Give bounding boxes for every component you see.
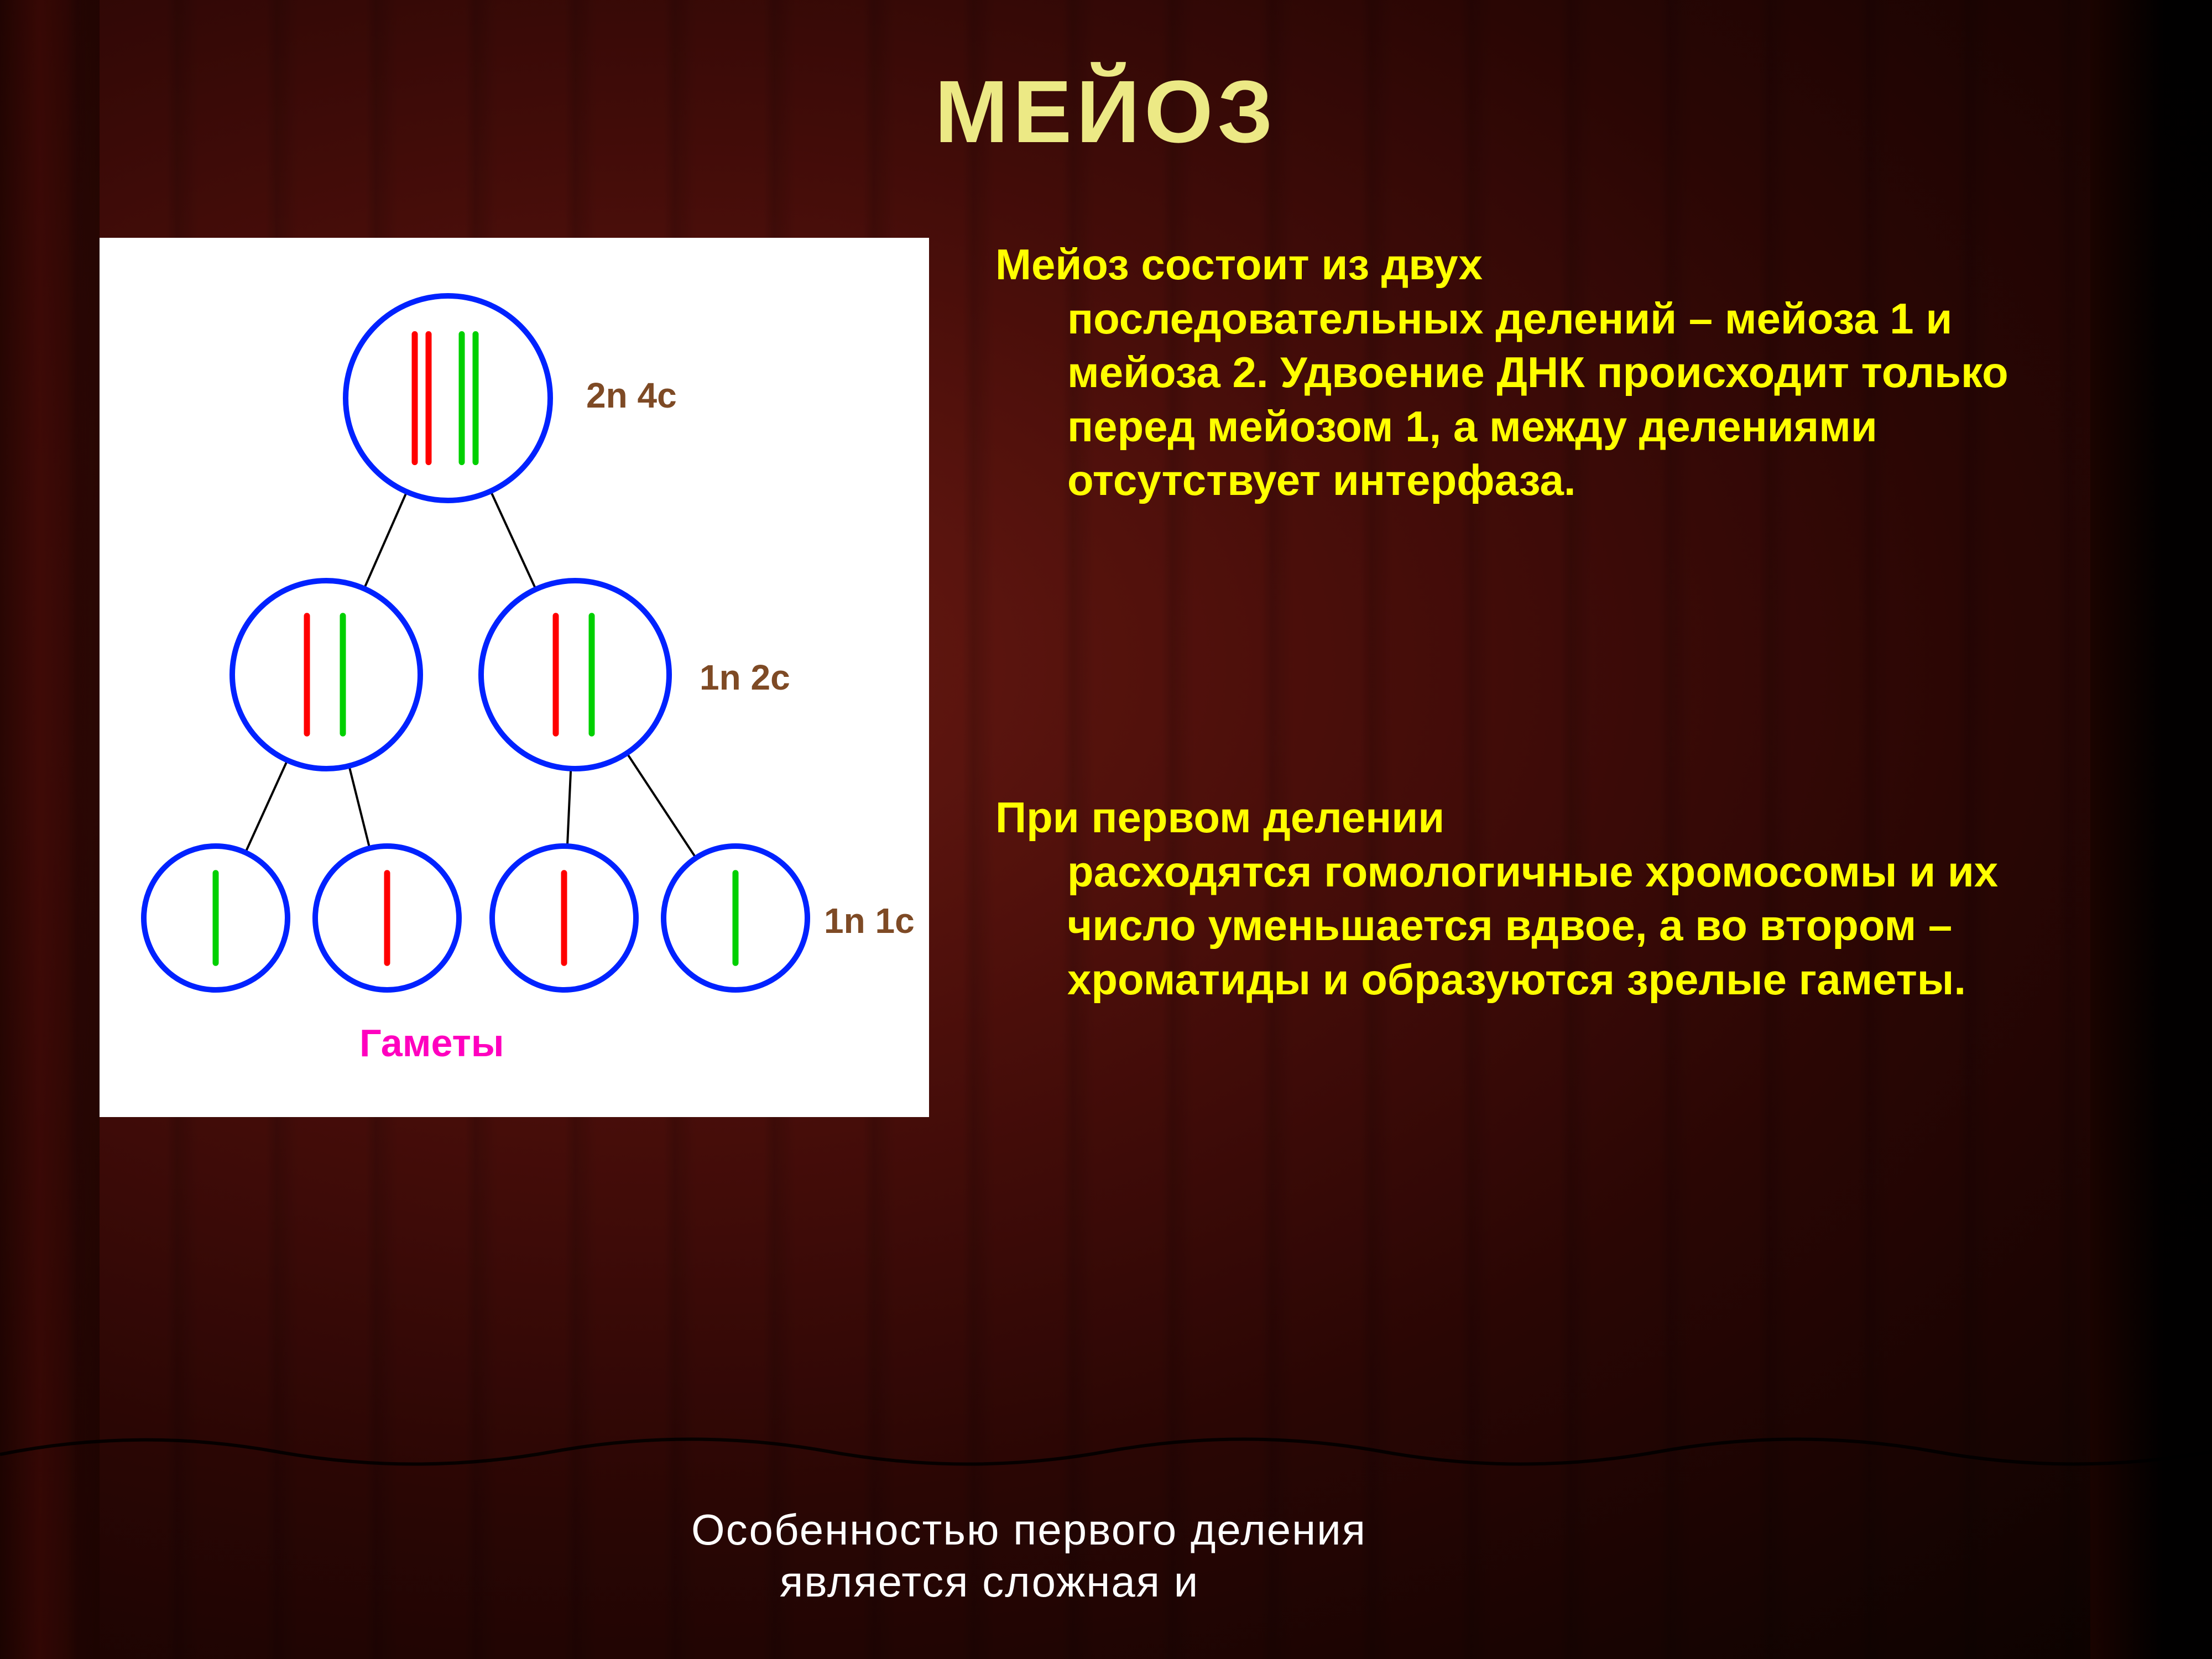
slide-title: МЕЙОЗ [0,61,2212,163]
paragraph-1-rest: последовательных делений – мейоза 1 и ме… [995,292,2090,508]
curtain-left [0,0,100,1659]
svg-text:2n 4c: 2n 4c [586,375,677,415]
paragraph-2-first-line: При первом делении [995,791,2090,845]
curtain-bottom-wave [0,1421,2212,1477]
paragraph-2-rest: расходятся гомологичные хромосомы и их ч… [995,845,2090,1007]
svg-text:1n 2c: 1n 2c [700,658,790,697]
svg-text:1n 1c: 1n 1c [824,901,915,941]
footer-line-1: Особенностью первого деления [691,1505,1366,1554]
paragraph-1: Мейоз состоит из двух последовательных д… [995,238,2090,508]
curtain-right [2090,0,2212,1659]
paragraph-2: При первом делении расходятся гомологичн… [995,791,2090,1006]
meiosis-diagram-svg: 2n 4c 1n 2c 1n 1c Гаметы [100,238,929,1117]
paragraph-1-first-line: Мейоз состоит из двух [995,238,2090,292]
footer-line-2: является сложная и [691,1556,2129,1608]
meiosis-diagram: 2n 4c 1n 2c 1n 1c Гаметы [100,238,929,1117]
svg-text:Гаметы: Гаметы [359,1021,504,1065]
footer-text: Особенностью первого деления является сл… [691,1504,2129,1608]
